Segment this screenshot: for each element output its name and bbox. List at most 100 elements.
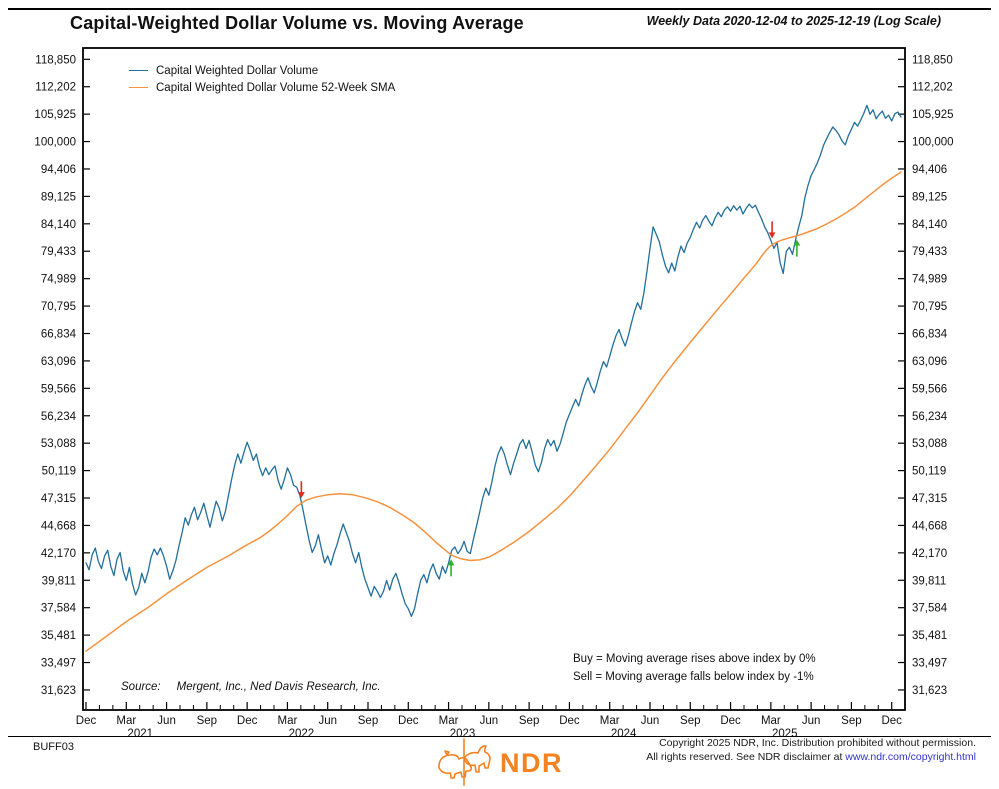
y-tick-label-right: 50,119 <box>912 466 946 478</box>
y-tick-label-left: 112,202 <box>35 82 76 94</box>
legend-label: Capital Weighted Dollar Volume 52-Week S… <box>156 81 396 94</box>
y-tick-label-right: 44,668 <box>912 520 947 532</box>
y-tick-label-left: 84,140 <box>41 219 76 231</box>
ndr-logo-text: NDR <box>500 747 563 778</box>
y-tick-label-left: 74,989 <box>41 274 76 286</box>
x-tick-label: Mar <box>761 715 781 727</box>
legend-item-sma: Capital Weighted Dollar Volume 52-Week S… <box>129 79 395 96</box>
x-tick-label: Jun <box>318 715 337 727</box>
x-year-label: 2023 <box>450 728 476 737</box>
y-tick-label-right: 100,000 <box>912 137 954 149</box>
y-tick-label-right: 59,566 <box>912 383 947 395</box>
y-tick-label-left: 56,234 <box>41 411 77 423</box>
sma-line-swatch-icon <box>129 87 148 88</box>
source-text: Mergent, Inc., Ned Davis Research, Inc. <box>176 681 381 693</box>
x-tick-label: Jun <box>802 715 821 727</box>
y-tick-label-right: 53,088 <box>912 438 947 450</box>
sell-rule-text: Sell = Moving average falls below index … <box>573 670 814 683</box>
y-tick-label-left: 50,119 <box>42 466 76 478</box>
chart-legend: Capital Weighted Dollar Volume Capital W… <box>129 62 395 96</box>
sell-arrowhead-icon <box>768 232 776 239</box>
sell-arrowhead-icon <box>297 492 305 499</box>
buy-rule-text: Buy = Moving average rises above index b… <box>573 653 816 665</box>
signal-rules-note: Buy = Moving average rises above index b… <box>573 651 816 686</box>
series-line-index <box>85 104 902 618</box>
y-tick-label-right: 118,850 <box>912 54 953 66</box>
x-tick-label: Sep <box>197 715 217 727</box>
y-tick-label-left: 89,125 <box>41 191 76 203</box>
ndr-logo: NDR <box>433 738 563 786</box>
y-tick-label-left: 105,925 <box>34 109 76 121</box>
y-tick-label-right: 94,406 <box>912 164 947 176</box>
x-year-label: 2022 <box>289 728 315 737</box>
y-tick-label-left: 59,566 <box>41 383 76 395</box>
chart-plot: 118,850 118,850 112,202 112,202 105,925 105,9… <box>34 47 954 737</box>
y-tick-label-left: 42,170 <box>41 548 76 560</box>
x-tick-label: Dec <box>720 715 741 727</box>
y-tick-label-right: 35,481 <box>912 630 947 642</box>
x-tick-label: Dec <box>559 715 580 727</box>
x-tick-label: Mar <box>116 715 136 727</box>
x-year-label: 2021 <box>127 728 153 737</box>
x-tick-label: Sep <box>358 715 378 727</box>
x-tick-label: Sep <box>841 715 861 727</box>
y-tick-label-right: 84,140 <box>912 219 947 231</box>
y-tick-label-left: 37,584 <box>41 603 77 615</box>
y-tick-label-left: 66,834 <box>41 329 77 341</box>
copyright-block: Copyright 2025 NDR, Inc. Distribution pr… <box>646 737 976 764</box>
y-tick-label-right: 37,584 <box>912 603 948 615</box>
y-tick-label-left: 94,406 <box>41 164 76 176</box>
x-tick-label: Jun <box>157 715 176 727</box>
y-tick-label-right: 33,497 <box>912 658 947 670</box>
x-tick-label: Dec <box>76 715 97 727</box>
copyright-line1: Copyright 2025 NDR, Inc. Distribution pr… <box>659 737 976 749</box>
x-tick-label: Mar <box>600 715 620 727</box>
copyright-line2-text: All rights reserved. See NDR disclaimer … <box>646 750 846 763</box>
copyright-link[interactable]: www.ndr.com/copyright.html <box>845 750 976 763</box>
legend-label: Capital Weighted Dollar Volume <box>156 64 319 77</box>
y-tick-label-right: 70,795 <box>912 301 947 313</box>
y-tick-label-left: 33,497 <box>41 658 76 670</box>
y-tick-label-right: 63,096 <box>912 356 947 368</box>
source-label: Source: <box>121 681 161 693</box>
y-tick-label-right: 79,433 <box>912 246 947 258</box>
y-tick-label-left: 118,850 <box>35 54 76 66</box>
page-subtitle: Weekly Data 2020-12-04 to 2025-12-19 (Lo… <box>646 14 941 28</box>
ndr-bull-bear-icon <box>438 738 491 786</box>
x-year-label: 2025 <box>772 728 798 737</box>
x-tick-label: Jun <box>641 715 660 727</box>
y-tick-label-left: 70,795 <box>41 301 76 313</box>
y-tick-label-left: 63,096 <box>41 356 76 368</box>
buy-arrowhead-icon <box>793 239 801 246</box>
page-title: Capital-Weighted Dollar Volume vs. Movin… <box>70 13 524 33</box>
x-tick-label: Jun <box>480 715 499 727</box>
y-tick-label-left: 44,668 <box>41 520 76 532</box>
y-tick-label-right: 105,925 <box>912 109 954 121</box>
y-tick-label-right: 66,834 <box>912 329 948 341</box>
x-tick-label: Sep <box>519 715 539 727</box>
y-tick-label-right: 56,234 <box>912 411 948 423</box>
y-tick-label-right: 42,170 <box>912 548 947 560</box>
y-tick-label-left: 79,433 <box>41 246 76 258</box>
index-line-swatch-icon <box>129 70 148 71</box>
chart-id: BUFF03 <box>33 741 74 753</box>
series-line-sma <box>85 171 902 652</box>
y-tick-label-right: 74,989 <box>912 274 947 286</box>
y-tick-label-left: 35,481 <box>41 630 76 642</box>
y-tick-label-left: 100,000 <box>34 137 76 149</box>
x-tick-label: Mar <box>439 715 459 727</box>
y-tick-label-right: 47,315 <box>912 493 947 505</box>
copyright-line2: All rights reserved. See NDR disclaimer … <box>646 751 976 765</box>
y-tick-label-left: 47,315 <box>41 493 76 505</box>
source-note: Source: Mergent, Inc., Ned Davis Research… <box>121 681 381 693</box>
buy-arrowhead-icon <box>447 559 455 566</box>
legend-item-index: Capital Weighted Dollar Volume <box>129 62 395 79</box>
x-tick-label: Dec <box>237 715 258 727</box>
y-tick-label-left: 53,088 <box>41 438 76 450</box>
y-tick-label-right: 89,125 <box>912 191 947 203</box>
footer-rule <box>8 736 991 737</box>
x-tick-label: Sep <box>680 715 700 727</box>
top-rule <box>8 8 991 10</box>
y-tick-label-left: 39,811 <box>42 575 76 587</box>
